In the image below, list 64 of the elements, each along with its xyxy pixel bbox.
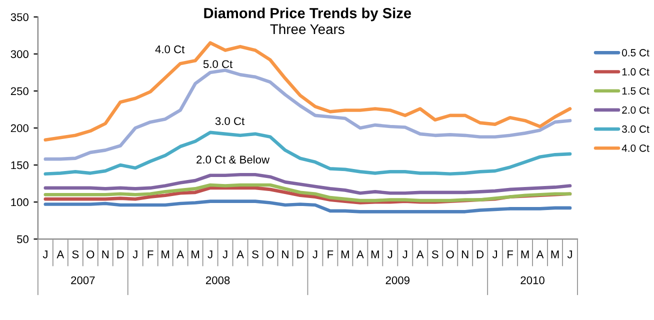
- x-tick-label: J: [42, 250, 48, 258]
- line-series: [44, 41, 572, 142]
- text: 2010: [520, 276, 544, 284]
- x-tick-label: F: [328, 250, 334, 258]
- x-tick-label: A: [236, 250, 244, 258]
- x-tick-label: M: [192, 250, 200, 258]
- x-tick-label: J: [492, 250, 498, 258]
- x-tick-label: J: [222, 250, 228, 258]
- y-tick-label: 200: [10, 124, 28, 132]
- x-tick-label: A: [416, 250, 424, 258]
- x-tick-label: J: [132, 250, 138, 258]
- legend-label: 3.0 Ct: [622, 125, 650, 133]
- y-tick-label: 150: [11, 161, 28, 170]
- x-tick-label: J: [388, 250, 392, 258]
- annotation: 4.0 Ct: [155, 45, 185, 54]
- text: 2007: [71, 276, 95, 284]
- legend-label: 1.0 Ct: [622, 68, 650, 76]
- x-tick-label: N: [462, 250, 468, 258]
- x-tick-label: N: [282, 250, 288, 258]
- x-tick-label: O: [446, 250, 454, 258]
- legend-label: 4.0 Ct: [622, 144, 650, 152]
- legend-label: 1.5 Ct: [622, 87, 650, 95]
- chart-title: Diamond Price Trends by Size: [204, 8, 412, 22]
- x-tick-label: M: [162, 250, 170, 258]
- x-tick-label: D: [476, 250, 484, 258]
- y-tick-label: 250: [10, 87, 28, 96]
- x-tick-label: S: [252, 250, 258, 258]
- x-tick-label: N: [102, 250, 108, 258]
- x-tick-label: M: [371, 250, 379, 258]
- x-tick-label: F: [148, 250, 154, 258]
- chart-subtitle: Three Years: [270, 24, 344, 34]
- x-tick-label: J: [208, 250, 212, 258]
- x-tick-label: J: [312, 250, 318, 258]
- x-tick-label: A: [56, 250, 64, 258]
- annotation: 3.0 Ct: [215, 117, 245, 126]
- line-series: [44, 172, 572, 195]
- line-series: [44, 200, 572, 214]
- y-tick-label: 50: [16, 235, 28, 244]
- x-tick-label: A: [356, 250, 364, 258]
- legend-label: 2.0 Ct: [622, 106, 650, 114]
- text: 2009: [386, 276, 410, 284]
- x-tick-label: O: [266, 250, 274, 258]
- x-tick-label: S: [432, 250, 438, 258]
- line-series: [44, 183, 572, 202]
- x-tick-label: O: [86, 250, 94, 258]
- x-tick-label: F: [508, 250, 513, 258]
- x-tick-label: M: [341, 250, 349, 258]
- y-tick-label: 100: [11, 198, 28, 206]
- x-tick-label: S: [72, 250, 79, 258]
- x-tick-label: J: [567, 250, 572, 258]
- line-series: [44, 130, 572, 176]
- x-tick-label: M: [521, 250, 529, 258]
- annotation: 5.0 Ct: [203, 60, 233, 68]
- x-tick-label: D: [117, 250, 124, 258]
- y-tick-label: 350: [10, 13, 28, 22]
- x-tick-label: A: [176, 250, 184, 258]
- x-tick-label: J: [402, 250, 408, 258]
- y-tick-label: 300: [10, 50, 28, 58]
- text: 2008: [206, 276, 230, 284]
- x-tick-label: D: [297, 250, 304, 258]
- legend-label: 0.5 Ct: [622, 49, 650, 56]
- x-tick-label: A: [536, 250, 544, 258]
- x-tick-label: M: [551, 250, 559, 258]
- annotation: 2.0 Ct & Below: [196, 155, 270, 164]
